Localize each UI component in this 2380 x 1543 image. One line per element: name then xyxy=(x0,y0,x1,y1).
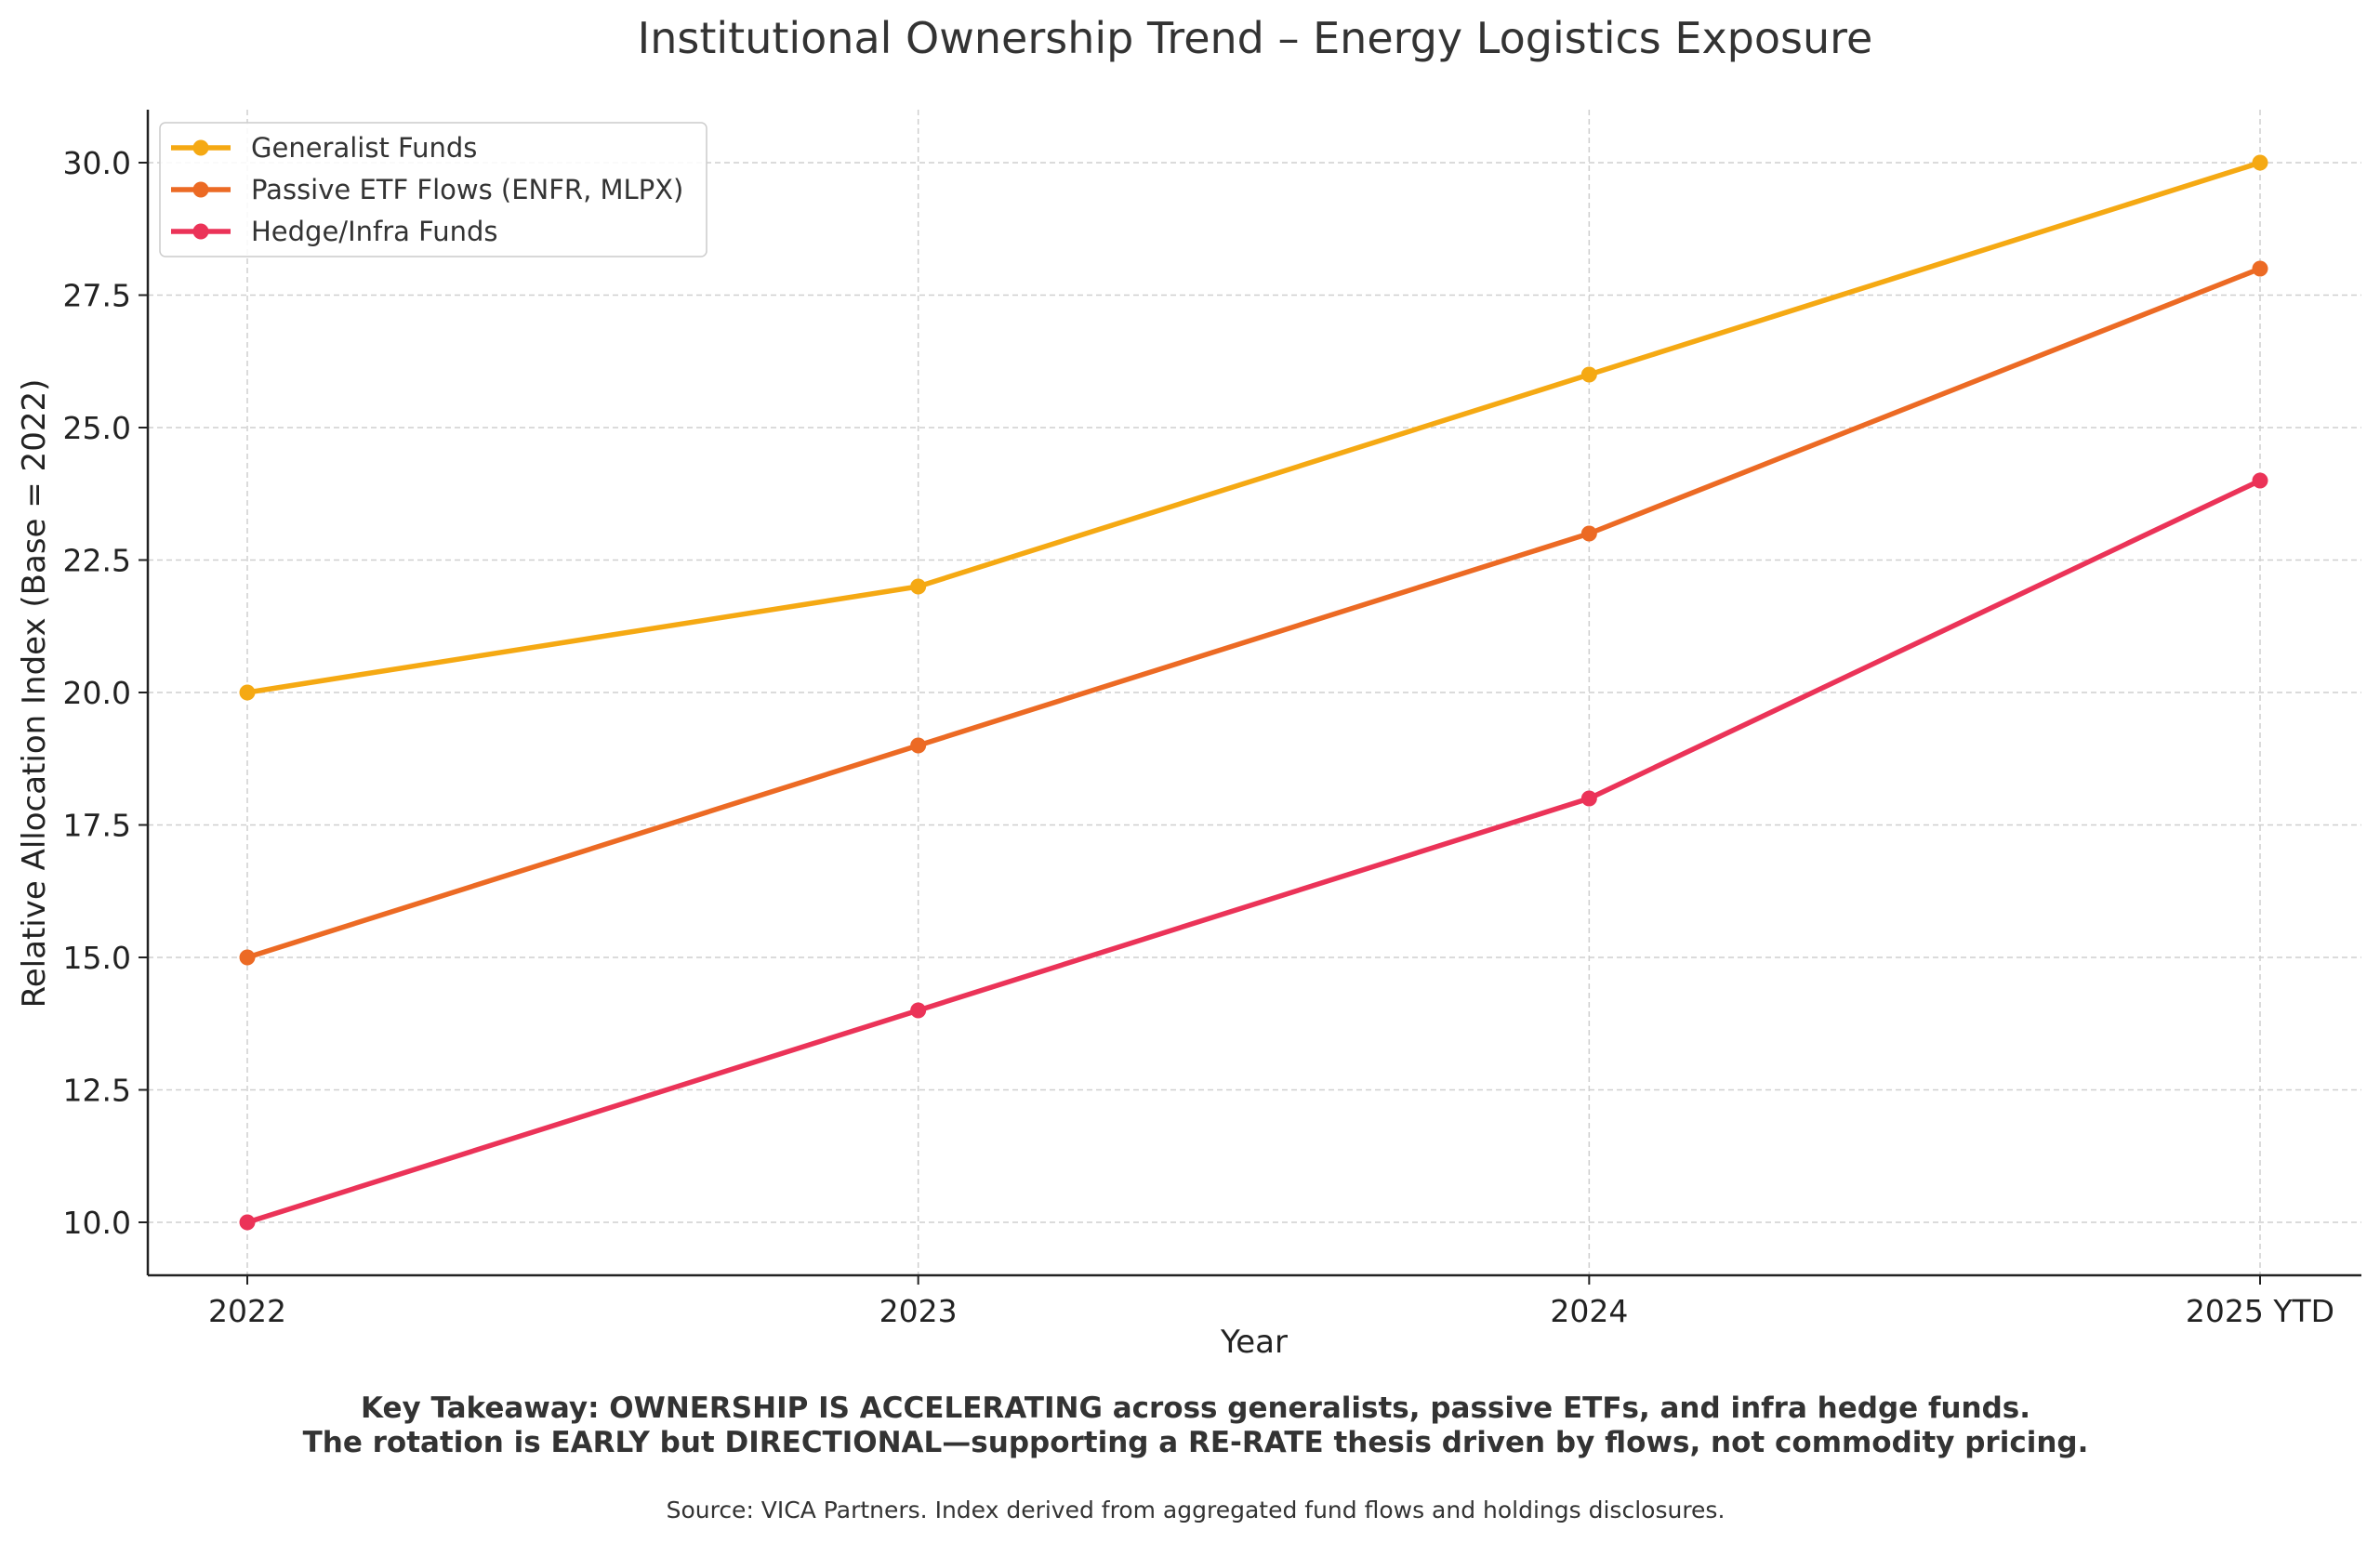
legend-item: Hedge/Infra Funds xyxy=(171,216,498,247)
x-tick-label: 2023 xyxy=(879,1293,958,1329)
series-1 xyxy=(239,154,2268,701)
series-2 xyxy=(239,260,2268,966)
takeaway-line-1: Key Takeaway: OWNERSHIP IS ACCELERATING … xyxy=(361,1391,2030,1425)
series-group xyxy=(239,154,2268,1231)
series-line xyxy=(245,478,2263,1225)
legend-label: Generalist Funds xyxy=(251,132,477,164)
x-tick-label: 2024 xyxy=(1550,1293,1628,1329)
y-tick-label: 17.5 xyxy=(63,808,131,844)
data-point xyxy=(1580,366,1597,383)
y-tick-label: 27.5 xyxy=(63,278,131,314)
takeaway-line-2: The rotation is EARLY but DIRECTIONAL—su… xyxy=(303,1426,2089,1459)
y-tick-label: 15.0 xyxy=(63,940,131,976)
source-note: Source: VICA Partners. Index derived fro… xyxy=(667,1497,1726,1523)
data-point xyxy=(1580,525,1597,542)
grid xyxy=(148,110,2361,1275)
legend-marker xyxy=(192,139,209,156)
series-line xyxy=(245,160,2263,695)
y-tick-label: 10.0 xyxy=(63,1205,131,1241)
data-point xyxy=(239,949,256,966)
legend-marker xyxy=(192,223,209,240)
legend-label: Passive ETF Flows (ENFR, MLPX) xyxy=(251,174,683,205)
y-tick-label: 22.5 xyxy=(63,543,131,579)
data-point xyxy=(910,1002,927,1019)
data-point xyxy=(2252,154,2268,171)
x-tick-label: 2022 xyxy=(208,1293,286,1329)
data-point xyxy=(910,578,927,595)
series-3 xyxy=(239,472,2268,1231)
data-point xyxy=(239,684,256,701)
data-point xyxy=(2252,472,2268,489)
data-point xyxy=(239,1214,256,1231)
y-axis-label: Relative Allocation Index (Base = 2022) xyxy=(16,379,53,1009)
data-point xyxy=(2252,260,2268,277)
legend: Generalist Funds Passive ETF Flows (ENFR,… xyxy=(159,122,707,257)
y-tick-label: 20.0 xyxy=(63,675,131,711)
data-point xyxy=(1580,790,1597,807)
y-tick-label: 12.5 xyxy=(63,1073,131,1109)
y-tick-label: 25.0 xyxy=(63,410,131,446)
x-tick-label: 2025 YTD xyxy=(2186,1293,2334,1329)
legend-item: Passive ETF Flows (ENFR, MLPX) xyxy=(171,174,683,205)
data-point xyxy=(910,737,927,754)
y-axis-ticks: 10.0 12.5 15.0 17.5 20.0 22.5 25.0 27.5 30.0 xyxy=(63,145,148,1241)
y-tick-label: 30.0 xyxy=(63,145,131,181)
series-line xyxy=(245,266,2263,960)
legend-marker xyxy=(192,181,209,198)
x-axis-label: Year xyxy=(1220,1324,1288,1361)
x-axis-ticks: 2022 2023 2024 2025 YTD xyxy=(208,1275,2334,1329)
legend-item: Generalist Funds xyxy=(171,132,477,164)
legend-label: Hedge/Infra Funds xyxy=(251,216,498,247)
legend-box xyxy=(159,122,707,257)
chart-title: Institutional Ownership Trend – Energy L… xyxy=(638,13,1873,63)
